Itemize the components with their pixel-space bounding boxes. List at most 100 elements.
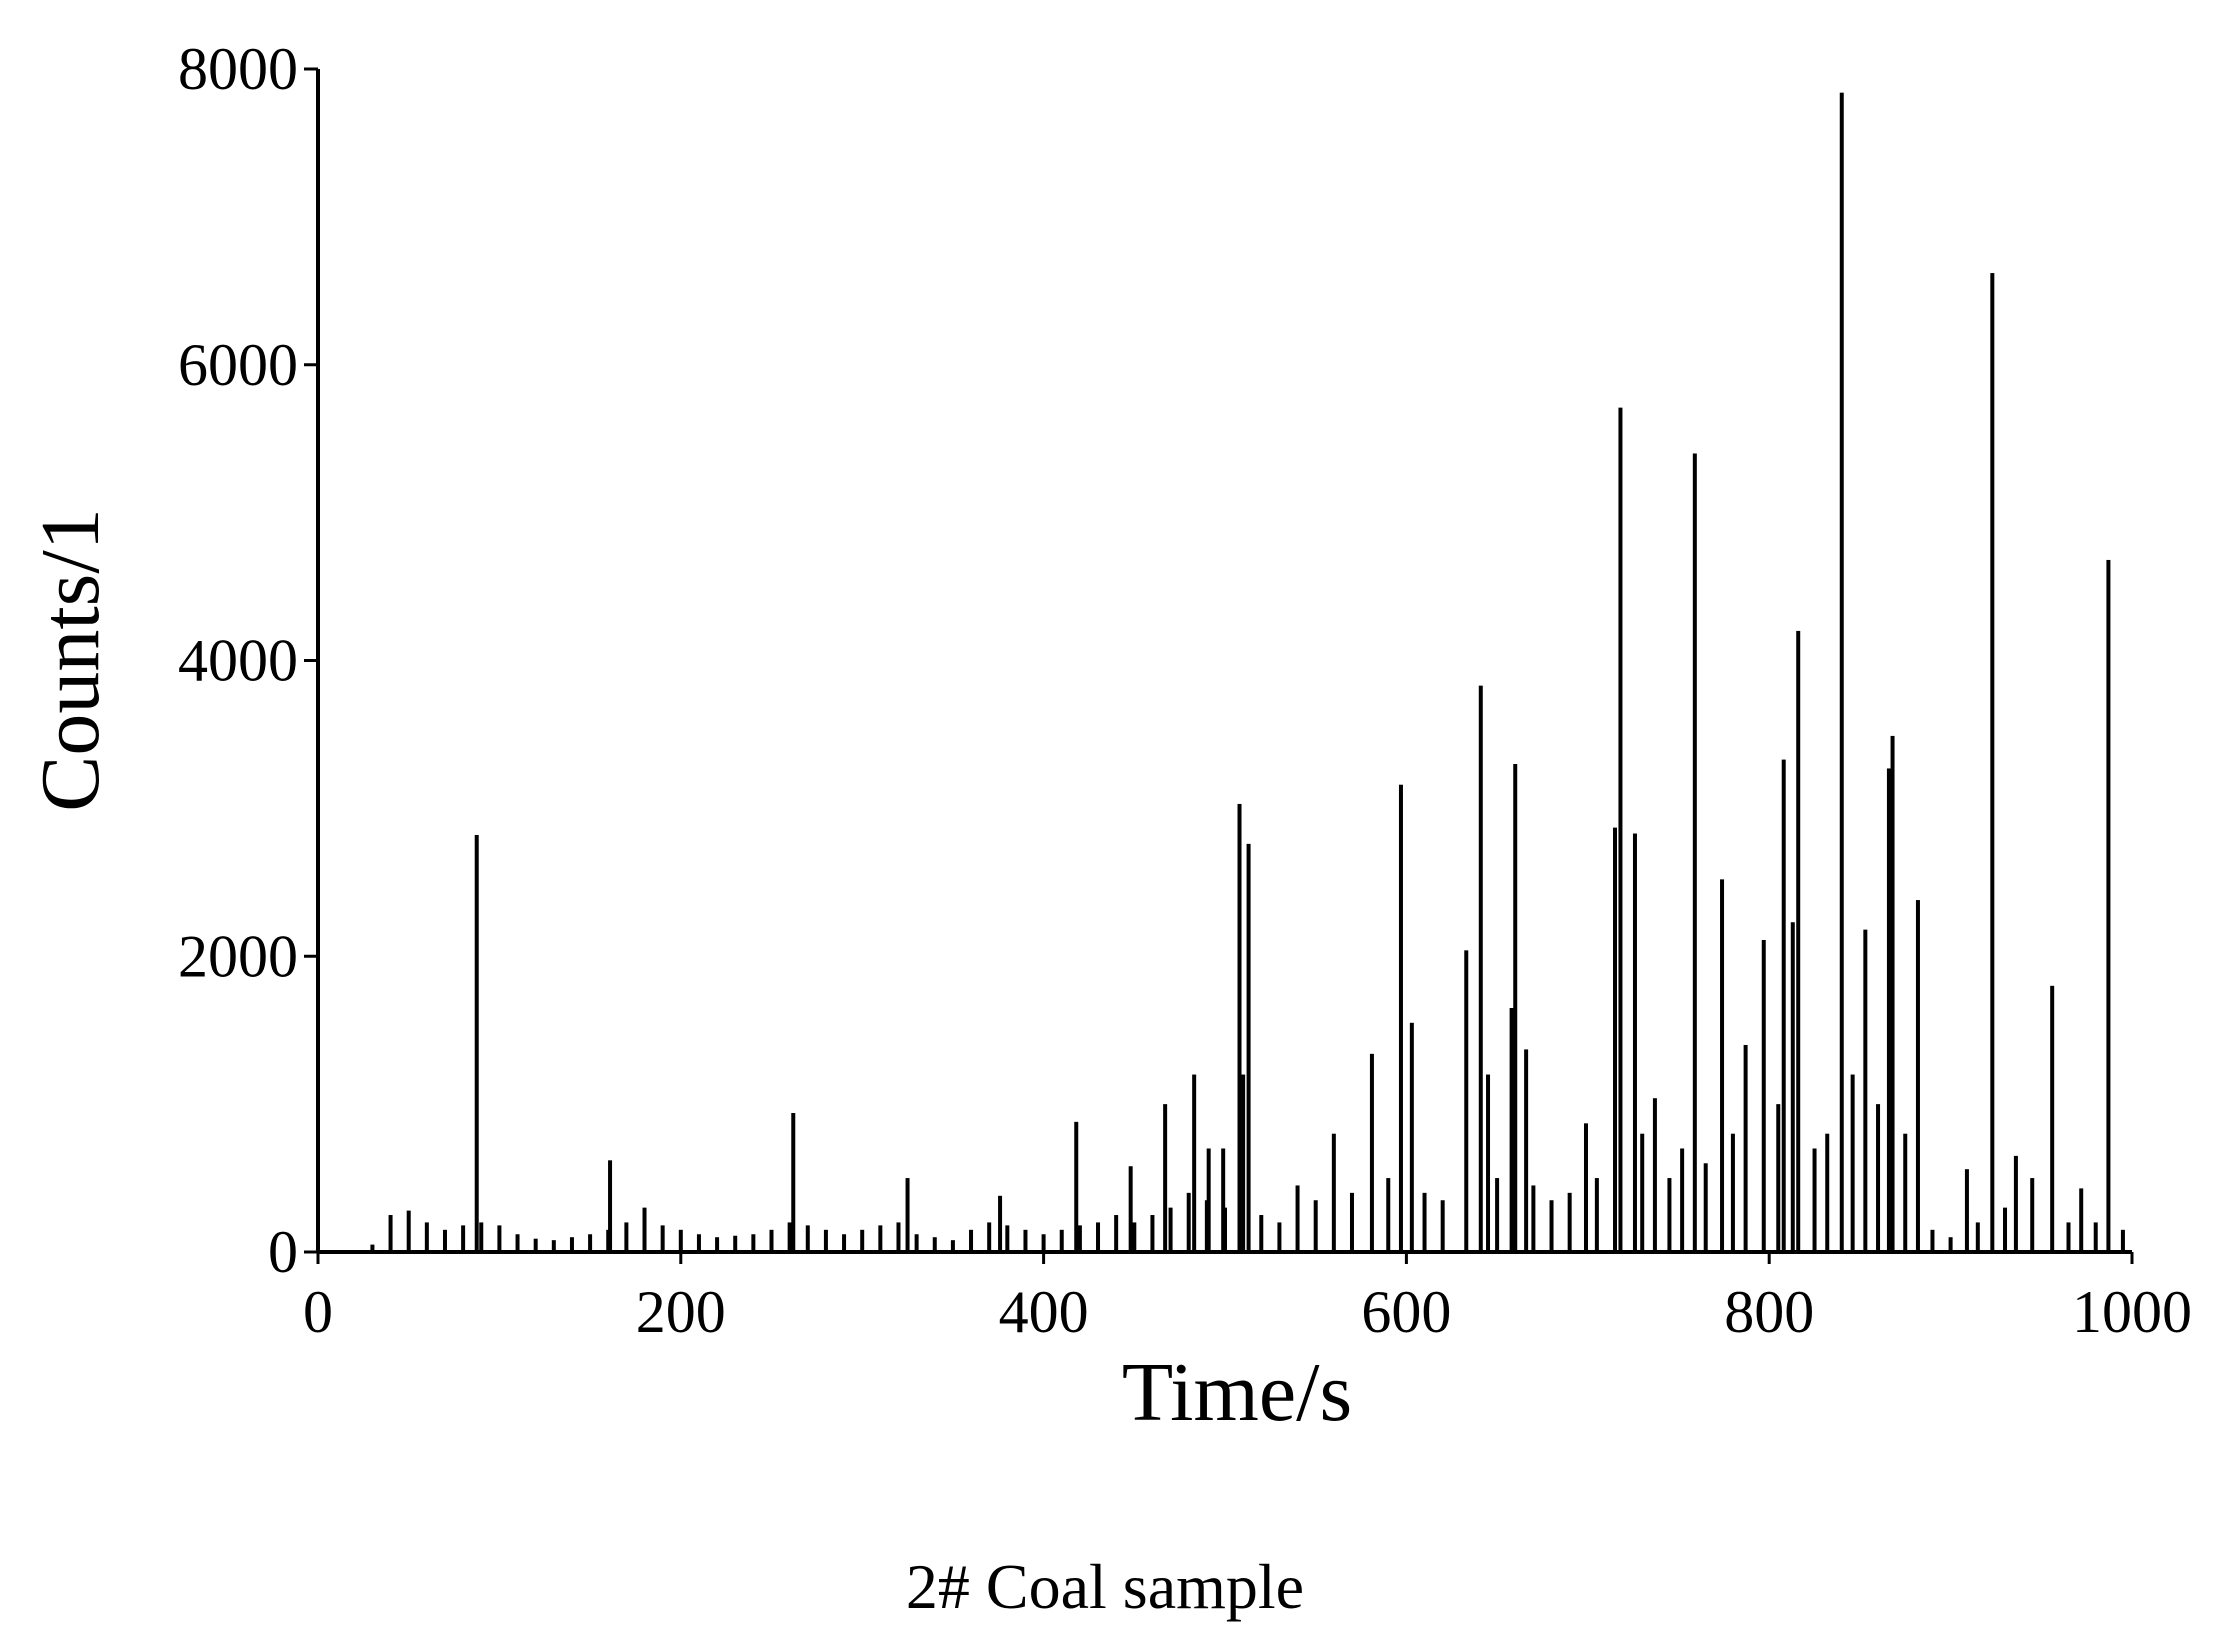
bar xyxy=(569,1237,574,1252)
bar xyxy=(1096,1222,1101,1252)
bar xyxy=(1259,1215,1264,1252)
bar xyxy=(715,1237,720,1252)
bar xyxy=(2013,1155,2018,1252)
bar xyxy=(1839,92,1844,1252)
bar xyxy=(474,834,479,1252)
bar xyxy=(1781,759,1786,1252)
bar xyxy=(1776,1104,1781,1252)
bar xyxy=(1825,1133,1830,1252)
x-tick-label: 1000 xyxy=(2072,1279,2192,1345)
bar xyxy=(2050,985,2055,1252)
y-tick-label: 6000 xyxy=(178,332,298,398)
bar xyxy=(1486,1074,1491,1252)
bar xyxy=(1549,1200,1554,1252)
bar xyxy=(1369,1053,1374,1252)
bar xyxy=(1583,1123,1588,1252)
bar xyxy=(1277,1222,1282,1252)
bar xyxy=(1964,1169,1969,1252)
bar xyxy=(2120,1229,2125,1252)
bar xyxy=(905,1178,910,1252)
bar xyxy=(1886,768,1891,1252)
y-tick-label: 2000 xyxy=(178,923,298,989)
bar xyxy=(533,1238,538,1252)
bar xyxy=(370,1244,375,1252)
bar xyxy=(769,1229,774,1252)
bar xyxy=(842,1234,847,1252)
y-tick-label: 0 xyxy=(268,1219,298,1285)
bar xyxy=(1237,803,1242,1252)
bar xyxy=(1790,922,1795,1252)
bar xyxy=(1114,1215,1119,1252)
bar xyxy=(1796,630,1801,1252)
bar xyxy=(1386,1178,1391,1252)
bar xyxy=(950,1240,955,1252)
bar xyxy=(1948,1237,1953,1252)
bar xyxy=(1761,939,1766,1252)
bar xyxy=(1077,1225,1082,1252)
bar xyxy=(2079,1188,2084,1252)
bar xyxy=(2066,1222,2071,1252)
bar xyxy=(424,1222,429,1252)
bar xyxy=(2030,1178,2035,1252)
bar xyxy=(2003,1207,2008,1252)
bar xyxy=(551,1240,556,1252)
bar xyxy=(2093,1222,2098,1252)
bar xyxy=(1680,1148,1685,1252)
x-tick-label: 400 xyxy=(999,1279,1089,1345)
bar xyxy=(1074,1121,1079,1252)
bar xyxy=(1640,1133,1645,1252)
bar xyxy=(1513,764,1518,1252)
bar xyxy=(1313,1200,1318,1252)
bar xyxy=(896,1222,901,1252)
bar xyxy=(660,1225,665,1252)
y-tick-label: 8000 xyxy=(178,36,298,102)
bar xyxy=(1041,1234,1046,1252)
bar xyxy=(1246,843,1251,1252)
x-tick-label: 600 xyxy=(1361,1279,1451,1345)
y-tick-label: 4000 xyxy=(178,628,298,694)
bar xyxy=(1613,827,1618,1252)
bar xyxy=(1478,685,1483,1252)
bar xyxy=(998,1195,1003,1252)
bar xyxy=(497,1225,502,1252)
bar xyxy=(733,1235,738,1252)
bar xyxy=(1295,1185,1300,1252)
bar xyxy=(1241,1074,1246,1252)
bar xyxy=(1223,1207,1227,1252)
bar xyxy=(1667,1178,1672,1252)
bar xyxy=(1206,1148,1211,1252)
bar xyxy=(1128,1166,1133,1252)
bar xyxy=(1023,1229,1028,1252)
bar xyxy=(1163,1104,1168,1252)
bar xyxy=(1524,1049,1529,1252)
bar xyxy=(1652,1098,1657,1252)
bar xyxy=(1495,1178,1500,1252)
y-axis-title: Counts/1 xyxy=(24,508,117,811)
bar xyxy=(1720,879,1725,1252)
bar xyxy=(878,1225,883,1252)
bar xyxy=(1422,1192,1427,1252)
bar xyxy=(1876,1104,1881,1252)
bar xyxy=(1594,1178,1599,1252)
bar xyxy=(1567,1192,1572,1252)
bar xyxy=(461,1225,466,1252)
x-tick-label: 200 xyxy=(636,1279,726,1345)
bar xyxy=(1743,1044,1748,1252)
bar xyxy=(1464,950,1469,1252)
bar xyxy=(823,1229,828,1252)
bar xyxy=(406,1210,411,1252)
bar xyxy=(1132,1222,1137,1252)
bar xyxy=(860,1229,865,1252)
bar xyxy=(1930,1229,1935,1252)
bar xyxy=(1150,1215,1155,1252)
bar xyxy=(791,1112,796,1252)
bar xyxy=(1192,1074,1197,1252)
bar xyxy=(1703,1163,1708,1252)
bar xyxy=(696,1234,701,1252)
bar xyxy=(932,1237,937,1252)
bar xyxy=(1440,1200,1445,1252)
bar xyxy=(1975,1222,1980,1252)
bar xyxy=(1005,1225,1010,1252)
bar xyxy=(1398,784,1403,1252)
bar xyxy=(479,1222,484,1252)
